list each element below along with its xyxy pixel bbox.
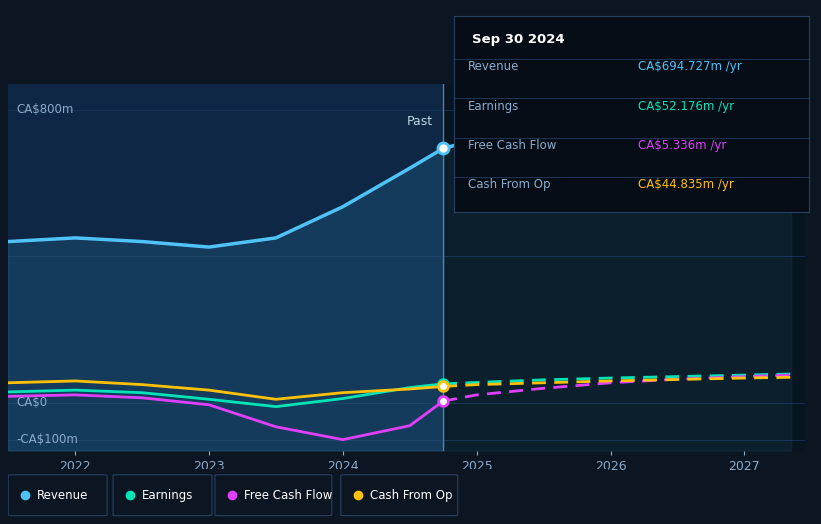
Text: Earnings: Earnings bbox=[468, 100, 520, 113]
Text: Free Cash Flow: Free Cash Flow bbox=[244, 489, 333, 501]
Text: Earnings: Earnings bbox=[142, 489, 193, 501]
Text: CA$800m: CA$800m bbox=[16, 103, 74, 116]
Bar bbox=[443, 84, 805, 451]
Text: CA$5.336m /yr: CA$5.336m /yr bbox=[639, 139, 727, 152]
Text: -CA$100m: -CA$100m bbox=[16, 433, 78, 446]
Text: CA$694.727m /yr: CA$694.727m /yr bbox=[639, 60, 742, 73]
Text: Revenue: Revenue bbox=[468, 60, 520, 73]
Text: Cash From Op: Cash From Op bbox=[468, 178, 551, 191]
Text: Cash From Op: Cash From Op bbox=[369, 489, 452, 501]
Text: Revenue: Revenue bbox=[37, 489, 89, 501]
Text: Sep 30 2024: Sep 30 2024 bbox=[472, 34, 564, 47]
Text: CA$44.835m /yr: CA$44.835m /yr bbox=[639, 178, 734, 191]
Bar bbox=[8, 84, 443, 451]
Text: CA$52.176m /yr: CA$52.176m /yr bbox=[639, 100, 735, 113]
Text: Analysts Forecasts: Analysts Forecasts bbox=[454, 115, 571, 128]
Text: Free Cash Flow: Free Cash Flow bbox=[468, 139, 557, 152]
Text: Past: Past bbox=[406, 115, 433, 128]
Text: CA$0: CA$0 bbox=[16, 397, 48, 409]
